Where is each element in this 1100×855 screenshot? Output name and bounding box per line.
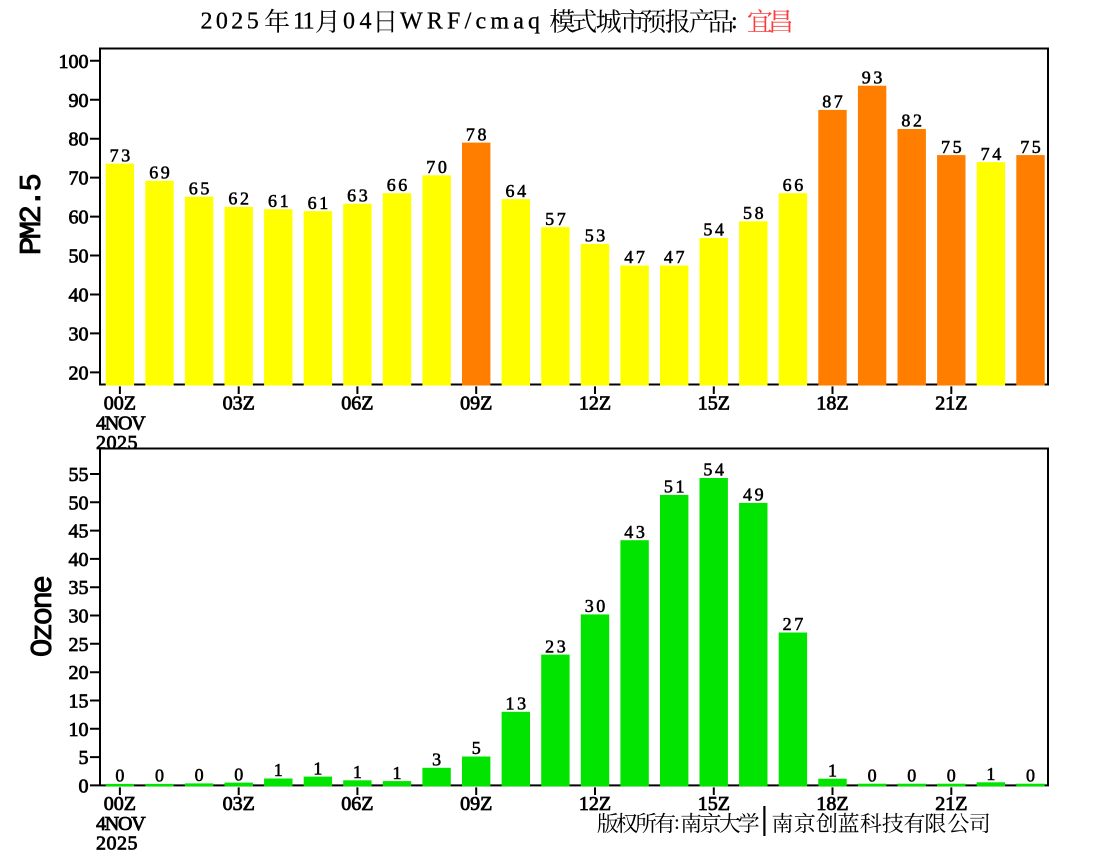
- svg-text:04: 04: [343, 9, 376, 35]
- svg-text:47: 47: [664, 247, 687, 267]
- svg-text:61: 61: [308, 193, 331, 213]
- svg-text:74: 74: [981, 144, 1004, 164]
- svg-text:50: 50: [69, 246, 89, 268]
- svg-text:40: 40: [69, 285, 89, 307]
- svg-text:1: 1: [828, 760, 840, 780]
- svg-text:49: 49: [743, 485, 766, 505]
- svg-text:5: 5: [79, 747, 89, 769]
- svg-text:57: 57: [545, 209, 568, 229]
- svg-text:15Z: 15Z: [698, 393, 730, 415]
- svg-text:0: 0: [947, 765, 959, 785]
- svg-text:66: 66: [387, 175, 410, 195]
- svg-text:1: 1: [392, 763, 404, 783]
- svg-text:27: 27: [783, 614, 806, 634]
- svg-text:93: 93: [862, 67, 885, 87]
- svg-text:0: 0: [115, 766, 127, 786]
- svg-text:43: 43: [624, 522, 647, 542]
- svg-text:13: 13: [505, 694, 528, 714]
- svg-text:69: 69: [149, 163, 172, 183]
- svg-text:40: 40: [69, 549, 89, 571]
- svg-text:1: 1: [274, 760, 286, 780]
- svg-text:03Z: 03Z: [223, 393, 255, 415]
- svg-text:73: 73: [110, 145, 133, 165]
- svg-text:47: 47: [624, 247, 647, 267]
- svg-text:0: 0: [907, 765, 919, 785]
- svg-text:2025: 2025: [201, 9, 263, 35]
- svg-text:0: 0: [195, 765, 207, 785]
- svg-text:21Z: 21Z: [935, 393, 967, 415]
- svg-text:03Z: 03Z: [223, 793, 255, 815]
- svg-text:4NOV: 4NOV: [96, 412, 146, 434]
- svg-text::: :: [674, 810, 680, 834]
- svg-text:20: 20: [69, 662, 89, 684]
- svg-text:11: 11: [293, 9, 314, 35]
- svg-text:Ozone: Ozone: [26, 577, 61, 658]
- svg-text:45: 45: [69, 521, 89, 543]
- svg-text:0: 0: [79, 775, 89, 797]
- svg-text:0: 0: [155, 766, 167, 786]
- svg-text:1: 1: [986, 764, 998, 784]
- svg-text:70: 70: [69, 168, 89, 190]
- svg-text:5: 5: [472, 738, 484, 758]
- svg-text:30: 30: [585, 596, 608, 616]
- svg-text:78: 78: [466, 124, 489, 144]
- svg-text:09Z: 09Z: [460, 793, 492, 815]
- svg-text:51: 51: [664, 477, 687, 497]
- svg-text:18Z: 18Z: [816, 393, 848, 415]
- svg-text:2025: 2025: [96, 432, 138, 454]
- svg-text:18Z: 18Z: [816, 793, 848, 815]
- svg-text:53: 53: [585, 226, 608, 246]
- svg-text:1: 1: [353, 762, 365, 782]
- svg-text:65: 65: [189, 178, 212, 198]
- svg-text:58: 58: [743, 203, 766, 223]
- svg-text:62: 62: [228, 189, 251, 209]
- svg-text:30: 30: [69, 606, 89, 628]
- svg-text:20: 20: [69, 362, 89, 384]
- svg-text:0: 0: [868, 765, 880, 785]
- svg-text:61: 61: [268, 191, 291, 211]
- svg-text:54: 54: [703, 460, 726, 480]
- svg-text:00Z: 00Z: [104, 793, 136, 815]
- svg-text:0: 0: [1026, 765, 1038, 785]
- svg-text::: :: [731, 9, 738, 35]
- svg-text:100: 100: [59, 51, 89, 73]
- svg-text:25: 25: [69, 634, 89, 656]
- svg-text:15: 15: [69, 691, 89, 713]
- svg-text:06Z: 06Z: [341, 393, 373, 415]
- svg-text:30: 30: [69, 323, 89, 345]
- svg-text:64: 64: [505, 181, 528, 201]
- svg-text:1: 1: [313, 758, 325, 778]
- svg-text:55: 55: [69, 464, 89, 486]
- svg-text:10: 10: [69, 719, 89, 741]
- svg-text:75: 75: [1020, 137, 1043, 157]
- svg-text:00Z: 00Z: [104, 393, 136, 415]
- svg-text:66: 66: [783, 175, 806, 195]
- svg-text:WRF/cmaq: WRF/cmaq: [400, 9, 544, 35]
- svg-text:2025: 2025: [96, 833, 138, 850]
- svg-text:12Z: 12Z: [579, 793, 611, 815]
- svg-text:82: 82: [901, 111, 924, 131]
- svg-text:0: 0: [234, 764, 246, 784]
- svg-text:50: 50: [69, 492, 89, 514]
- svg-text:90: 90: [69, 90, 89, 112]
- svg-text:87: 87: [822, 92, 845, 112]
- svg-text:21Z: 21Z: [935, 793, 967, 815]
- svg-text:75: 75: [941, 137, 964, 157]
- svg-text:80: 80: [69, 129, 89, 151]
- svg-text:60: 60: [69, 207, 89, 229]
- svg-text:70: 70: [426, 157, 449, 177]
- svg-text:15Z: 15Z: [698, 793, 730, 815]
- svg-text:54: 54: [703, 220, 726, 240]
- svg-text:09Z: 09Z: [460, 393, 492, 415]
- svg-text:4NOV: 4NOV: [96, 813, 146, 835]
- svg-text:35: 35: [69, 577, 89, 599]
- svg-text:12Z: 12Z: [579, 393, 611, 415]
- svg-text:3: 3: [432, 750, 444, 770]
- svg-text:PM2.5: PM2.5: [15, 175, 50, 256]
- svg-text:23: 23: [545, 636, 568, 656]
- svg-text:06Z: 06Z: [341, 793, 373, 815]
- svg-text:63: 63: [347, 185, 370, 205]
